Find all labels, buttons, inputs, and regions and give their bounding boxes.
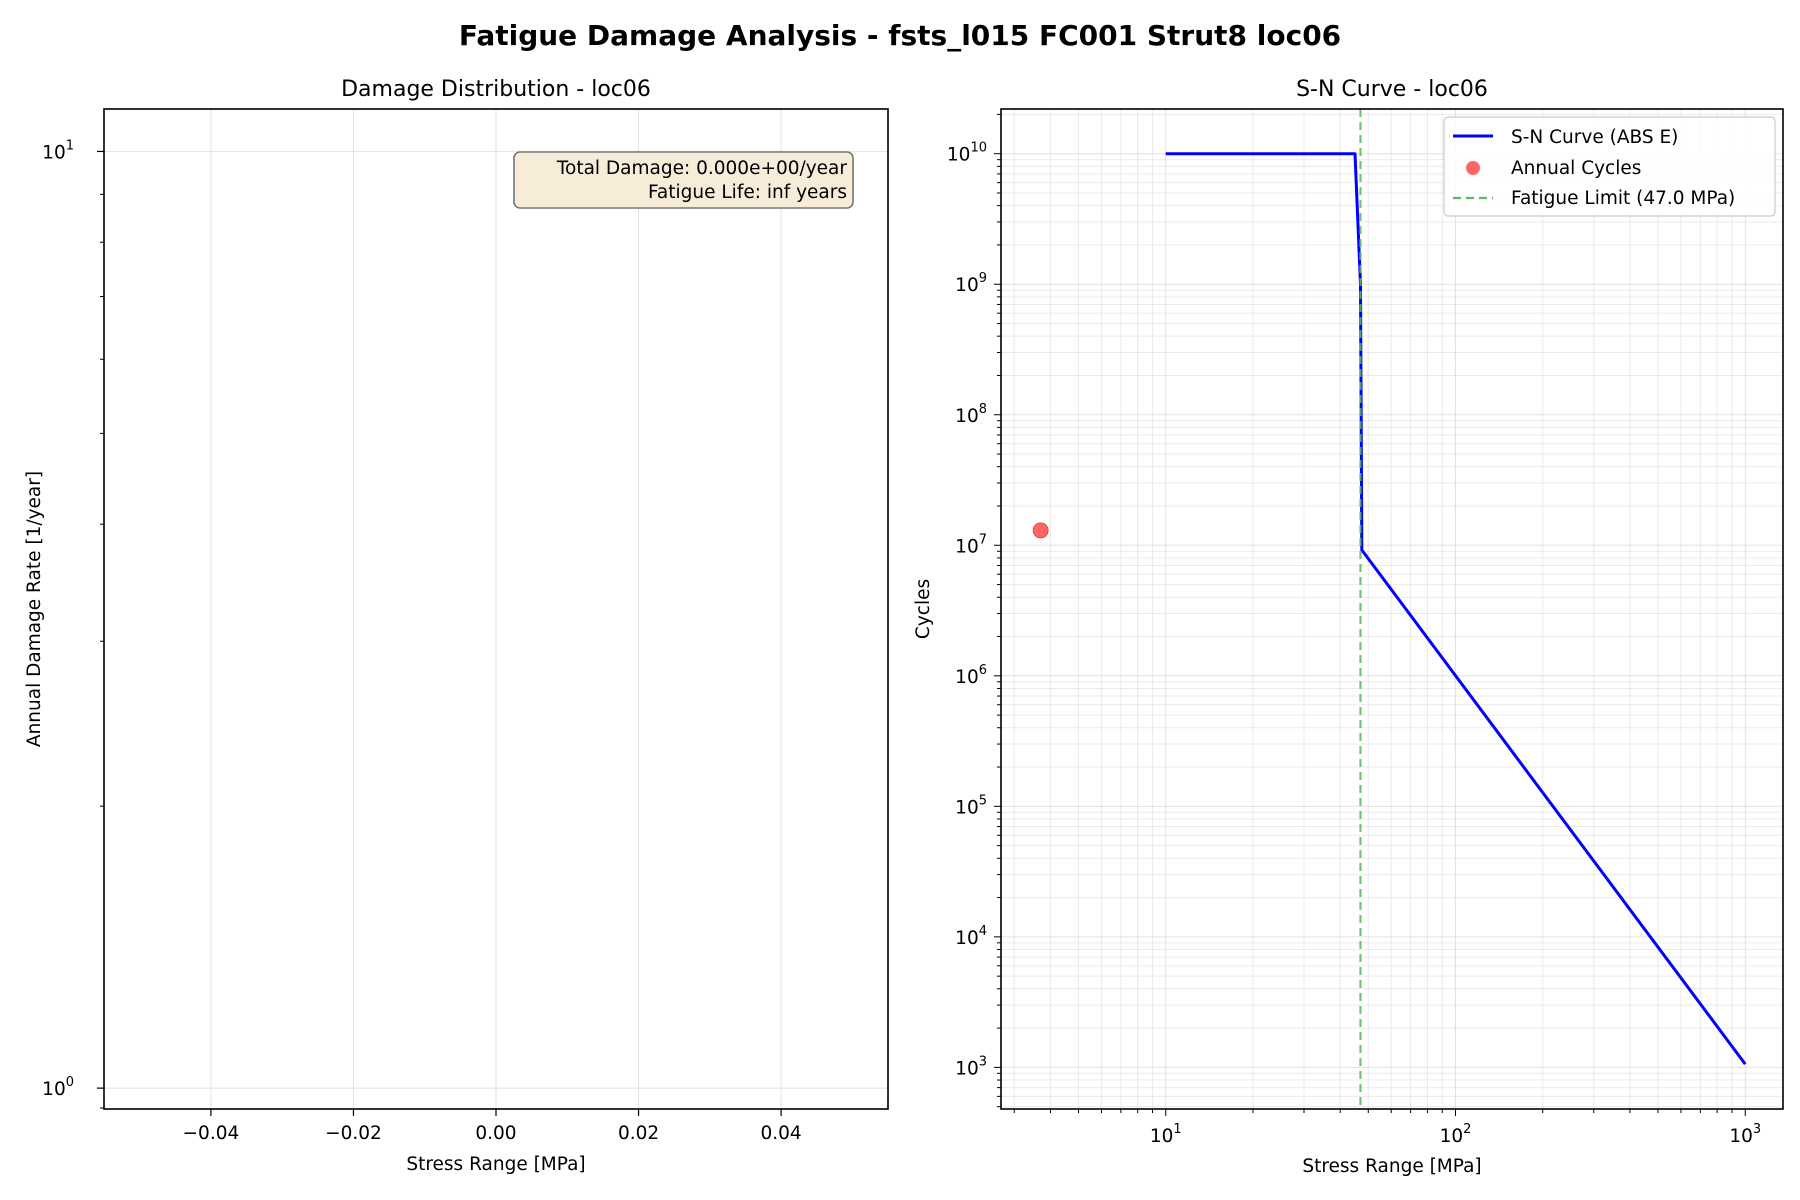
sn-y-tick-label-base: 10 [955,406,979,427]
sn-x-tick-label: 103 [1729,1122,1761,1147]
damage-x-axis-label: Stress Range [MPa] [406,1154,585,1175]
sn-x-tick-label-base: 10 [1150,1126,1174,1147]
sn-y-tick-label: 108 [955,402,987,427]
sn-y-tick-label-exponent: 5 [979,793,987,808]
sn-x-tick-label-base: 10 [1440,1126,1464,1147]
damage-x-tick-label: −0.02 [325,1123,382,1144]
figure-title: Fatigue Damage Analysis - fsts_l015 FC00… [459,19,1341,52]
damage-y-tick-label-base: 10 [42,1079,66,1100]
sn-plot-frame [1000,108,1784,1110]
damage-axes-title: Damage Distribution - loc06 [341,77,651,102]
damage-x-tick-label: 0.04 [760,1123,801,1144]
damage-grid [104,109,888,1109]
legend-frame [1443,116,1776,217]
sn-series [1032,109,1747,1109]
sn-y-tick-label: 1010 [947,141,987,166]
sn-x-tick-label-base: 10 [1729,1126,1753,1147]
sn-y-tick-label-base: 10 [955,797,979,818]
damage-annotation-background [513,151,854,209]
sn-y-tick-label-base: 10 [955,1058,979,1079]
sn-y-tick-label-base: 10 [955,928,979,949]
damage-x-tick-label: 0.02 [618,1123,659,1144]
legend-sn-curve-label: S-N Curve (ABS E) [1511,127,1678,148]
annual-cycles-point [1032,522,1049,539]
sn-y-tick-label-base: 10 [955,536,979,557]
sn-x-tick-label-exponent: 3 [1753,1122,1761,1137]
legend-annual-cycles-label: Annual Cycles [1511,158,1641,179]
sn-x-tick-label: 102 [1440,1122,1472,1147]
damage-y-tick-label: 101 [42,138,74,163]
sn-y-tick-label: 107 [955,532,987,557]
legend-fatigue-limit-label: Fatigue Limit (47.0 MPa) [1511,188,1735,209]
damage-y-tick-label: 100 [42,1075,74,1100]
sn-y-tick-label-base: 10 [947,145,971,166]
legend-annual-cycles-swatch [1466,161,1480,175]
damage-x-tick-label: 0.00 [475,1123,516,1144]
sn-x-axis-label: Stress Range [MPa] [1302,1156,1481,1177]
sn-legend: S-N Curve (ABS E) Annual Cycles Fatigue … [1443,116,1776,217]
sn-axes-title: S-N Curve - loc06 [1296,77,1488,102]
sn-x-tick-label: 101 [1150,1122,1182,1147]
damage-y-tick-label-base: 10 [42,142,66,163]
sn-y-tick-label: 104 [955,924,987,949]
damage-y-axis-label: Annual Damage Rate [1/year] [24,471,45,747]
sn-y-tick-label: 109 [955,271,987,296]
sn-y-tick-label: 103 [955,1054,987,1079]
damage-annotation-box: Total Damage: 0.000e+00/year Fatigue Lif… [513,151,854,209]
sn-y-tick-label: 105 [955,793,987,818]
fatigue-life-text: Fatigue Life: inf years [648,182,847,203]
total-damage-text: Total Damage: 0.000e+00/year [556,158,848,179]
sn-y-tick-label-base: 10 [955,667,979,688]
sn-x-tick-label-exponent: 1 [1173,1122,1181,1137]
damage-y-tick-label-exponent: 0 [66,1075,74,1090]
sn-y-axis-label: Cycles [913,579,934,639]
sn-y-tick-label-exponent: 3 [979,1054,987,1069]
sn-y-tick-label-base: 10 [955,275,979,296]
sn-y-tick-label-exponent: 9 [979,271,987,286]
sn-y-tick-label-exponent: 10 [970,141,987,156]
sn-y-tick-label-exponent: 6 [979,663,987,678]
sn-y-tick-label: 106 [955,663,987,688]
damage-plot-frame [103,108,889,1110]
sn-y-tick-label-exponent: 7 [979,532,987,547]
sn-x-tick-label-exponent: 2 [1463,1122,1471,1137]
damage-y-tick-label-exponent: 1 [66,138,74,153]
damage-x-tick-label: −0.04 [183,1123,240,1144]
sn-y-tick-label-exponent: 4 [979,924,987,939]
sn-y-tick-label-exponent: 8 [979,402,987,417]
